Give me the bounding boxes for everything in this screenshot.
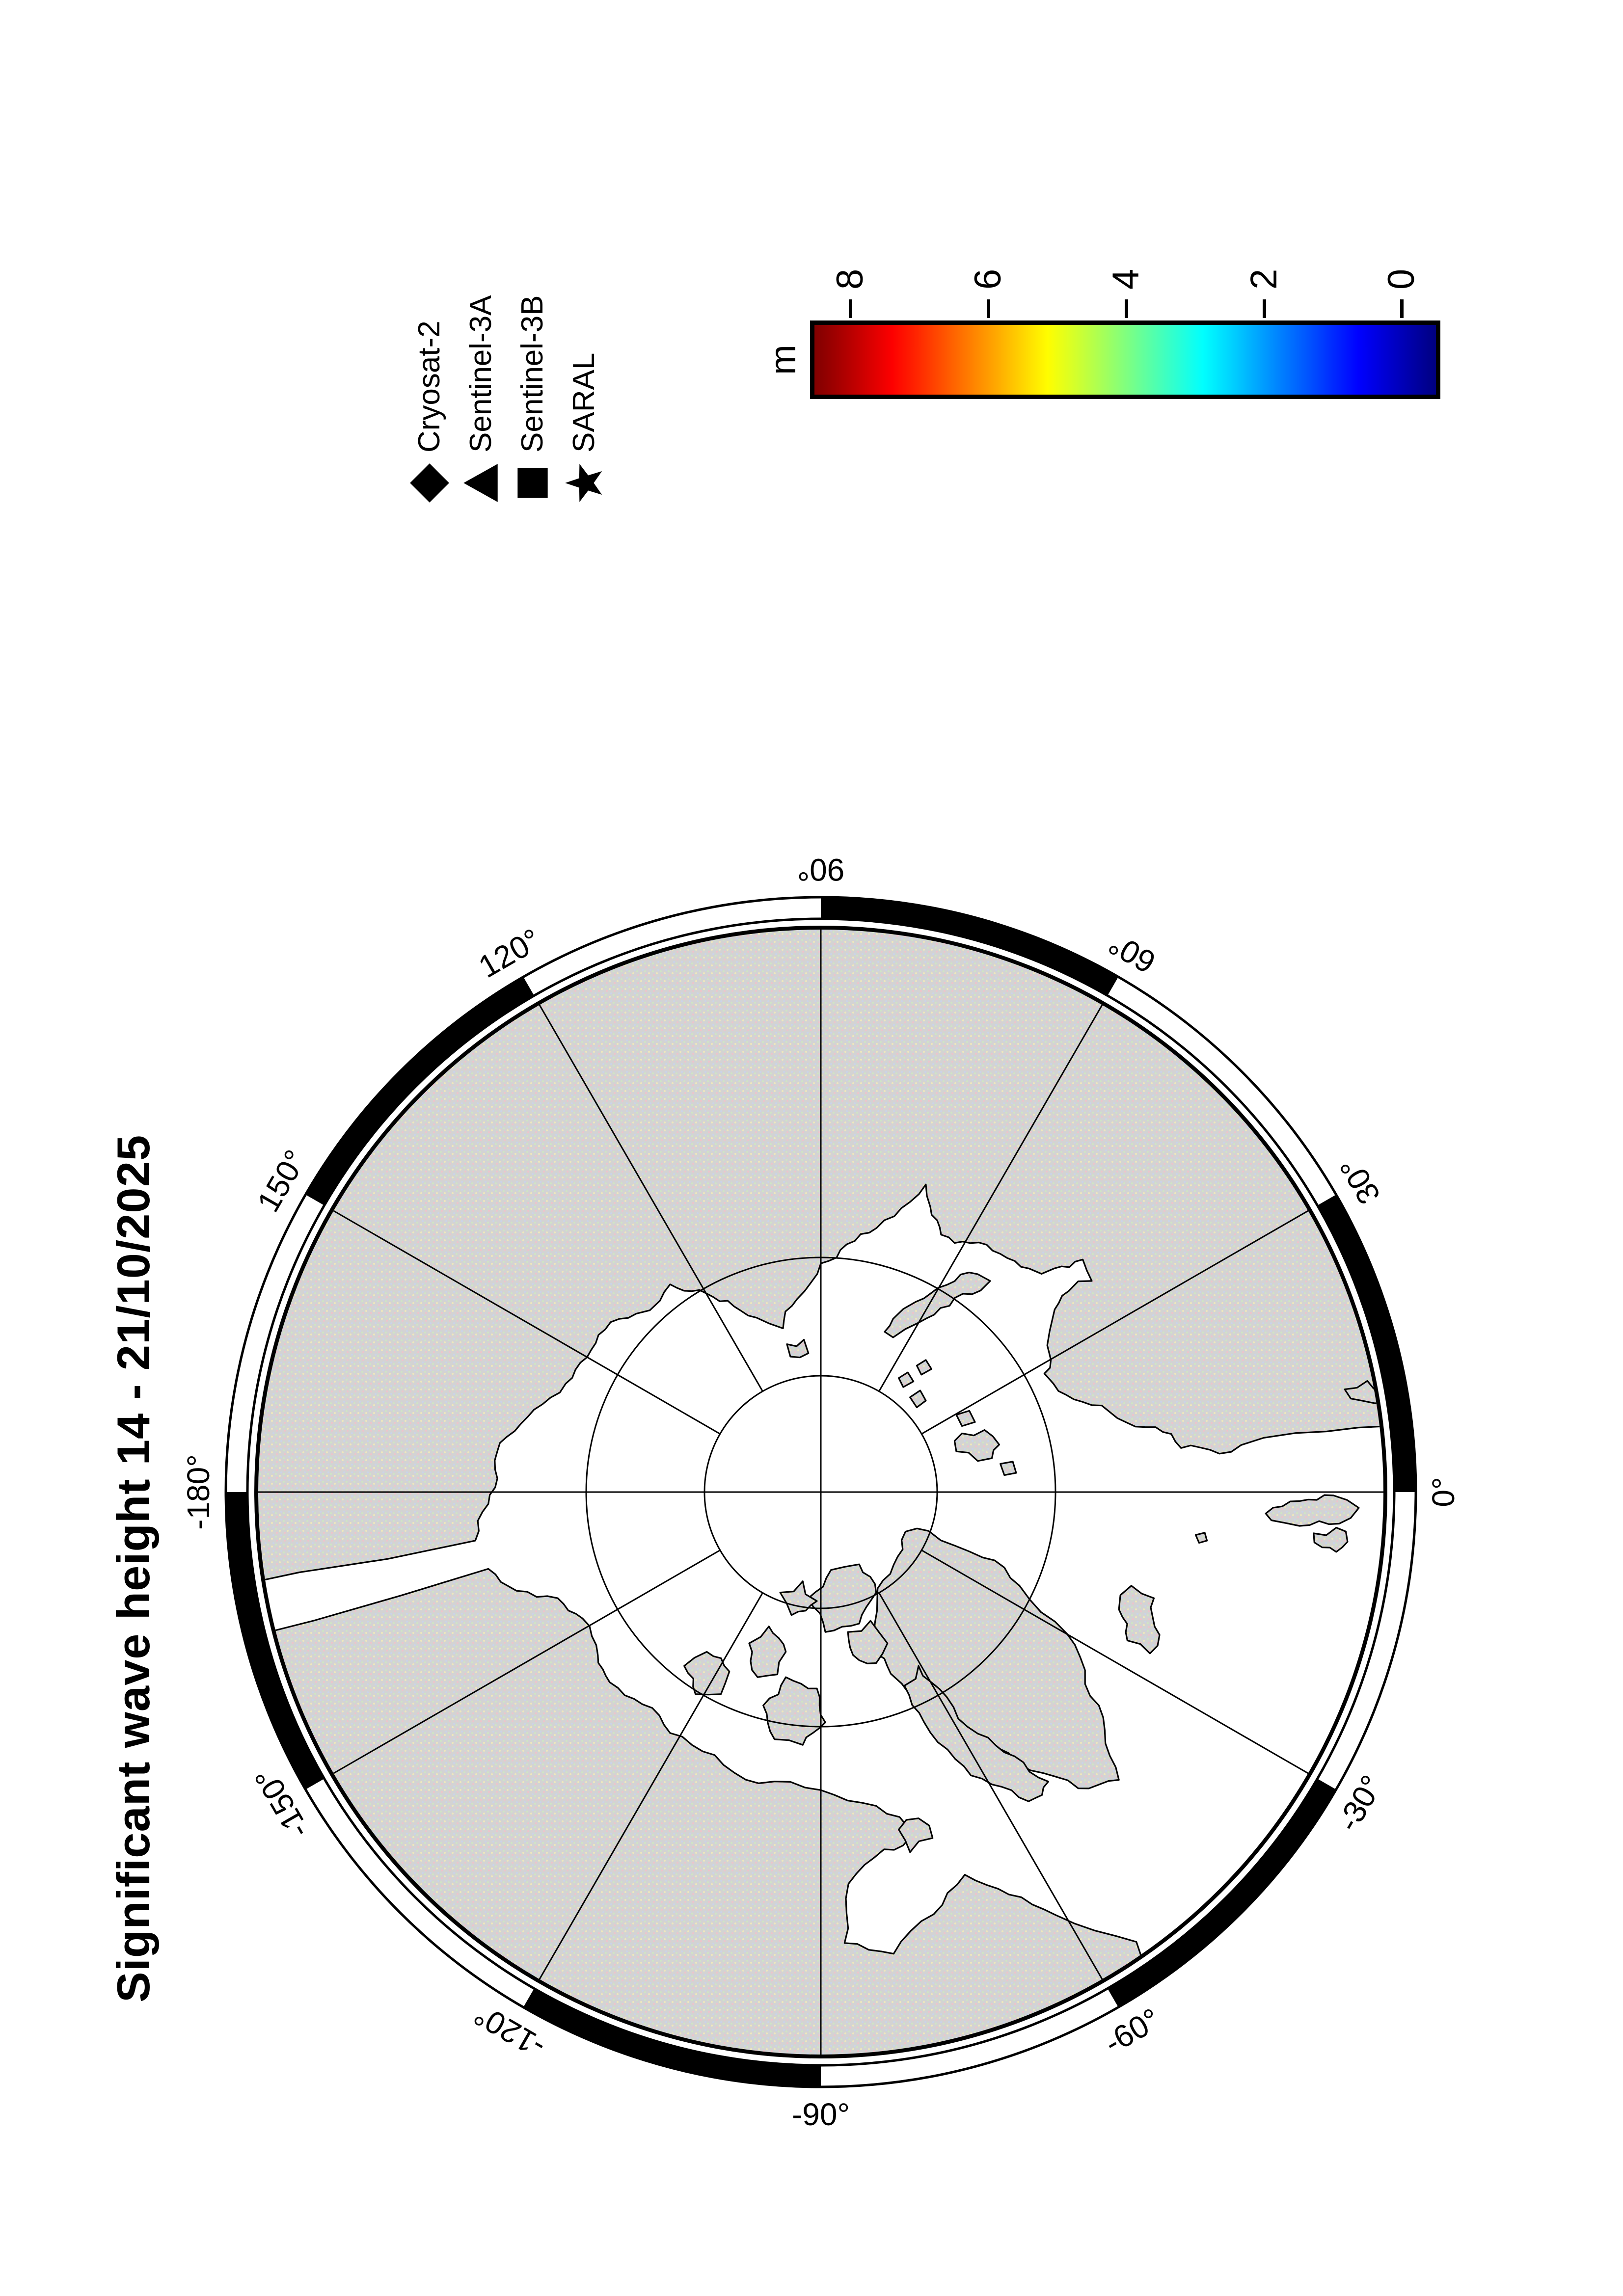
legend-label: Sentinel-3A bbox=[464, 295, 498, 453]
land-svalbard2 bbox=[955, 1410, 976, 1427]
colorbar-tick bbox=[986, 299, 990, 318]
land-banks bbox=[683, 1651, 730, 1696]
colorbar-tick-label: 0 bbox=[1380, 268, 1423, 290]
meridian-210 bbox=[331, 1549, 721, 1775]
star-icon bbox=[565, 464, 602, 502]
colorbar-gradient bbox=[814, 325, 1436, 395]
land-fjl2 bbox=[898, 1371, 915, 1388]
colorbar-tick bbox=[1124, 299, 1128, 318]
colorbar-tick-label: 4 bbox=[1105, 268, 1147, 290]
colorbar-tick-label: 8 bbox=[829, 268, 871, 290]
legend-item-cryosat2: Cryosat-2 bbox=[404, 295, 455, 506]
land-novaya_zemlya bbox=[884, 1272, 991, 1338]
legend-item-sentinel3b: Sentinel-3B bbox=[507, 295, 558, 506]
land-ireland bbox=[1313, 1526, 1349, 1553]
triangle-icon bbox=[463, 464, 498, 502]
graticule-layer bbox=[258, 930, 1383, 2055]
frame-black-arc-300 bbox=[1107, 1778, 1336, 2007]
frame-layer bbox=[224, 896, 1417, 2088]
land-fjl3 bbox=[916, 1359, 932, 1376]
legend-label: Sentinel-3B bbox=[515, 295, 549, 453]
meridian-150 bbox=[331, 1209, 721, 1435]
colorbar bbox=[810, 320, 1440, 399]
colorbar-tick bbox=[849, 299, 853, 318]
frame-black-arc-120 bbox=[305, 977, 535, 1206]
legend-item-saral: SARAL bbox=[558, 295, 610, 506]
frame-black-arc-0 bbox=[1317, 1195, 1416, 1493]
land-severnaya bbox=[786, 1338, 810, 1359]
meridian-120 bbox=[538, 1003, 763, 1392]
land-axel bbox=[779, 1580, 818, 1616]
meridian-30 bbox=[921, 1209, 1310, 1435]
lon-label-90: 90° bbox=[797, 852, 845, 887]
lon-label-120: 120° bbox=[473, 922, 547, 985]
land-britain bbox=[1265, 1494, 1360, 1527]
lon-label-180: -180° bbox=[181, 1454, 216, 1530]
lon-label-0: 0° bbox=[1426, 1477, 1461, 1507]
land-melville bbox=[748, 1626, 787, 1678]
land-svalbard bbox=[953, 1429, 1000, 1462]
lon-label--30: -30° bbox=[1330, 1769, 1389, 1837]
legend-label: SARAL bbox=[567, 352, 601, 453]
colorbar-tick-label: 6 bbox=[967, 268, 1009, 290]
lon-label--60: -60° bbox=[1098, 2001, 1166, 2060]
meridian-330 bbox=[921, 1549, 1310, 1775]
map-border-circle bbox=[254, 926, 1387, 2058]
legend-label: Cryosat-2 bbox=[412, 320, 446, 453]
lon-label--90: -90° bbox=[792, 2097, 850, 2132]
frame-black-arc-180 bbox=[226, 1492, 325, 1789]
land-iceland bbox=[1118, 1585, 1161, 1655]
frame-black-arc-60 bbox=[820, 897, 1118, 996]
land-svalbard3 bbox=[1000, 1461, 1017, 1476]
land-victoria bbox=[762, 1676, 826, 1746]
legend: Cryosat-2 Sentinel-3A Sentinel-3B SARAL bbox=[404, 295, 610, 506]
land-faroes bbox=[1195, 1532, 1208, 1544]
legend-item-sentinel3a: Sentinel-3A bbox=[455, 295, 507, 506]
colorbar-unit-label: m bbox=[762, 345, 803, 375]
frame-black-arc-240 bbox=[523, 1988, 821, 2087]
meridian-60 bbox=[878, 1003, 1104, 1392]
colorbar-tick-label: 2 bbox=[1243, 268, 1285, 290]
meridian-300 bbox=[878, 1592, 1104, 1981]
diamond-icon bbox=[409, 463, 449, 503]
land-fjl1 bbox=[909, 1389, 927, 1409]
colorbar-tick bbox=[1262, 299, 1266, 318]
colorbar-tick bbox=[1400, 299, 1404, 318]
meridian-240 bbox=[538, 1592, 763, 1981]
plot-title: Significant wave height 14 - 21/10/2025 bbox=[108, 1134, 159, 2002]
lon-label-150: 150° bbox=[250, 1144, 314, 1218]
land-devon bbox=[847, 1620, 889, 1664]
square-icon bbox=[517, 468, 548, 498]
land-southampton bbox=[898, 1817, 934, 1853]
